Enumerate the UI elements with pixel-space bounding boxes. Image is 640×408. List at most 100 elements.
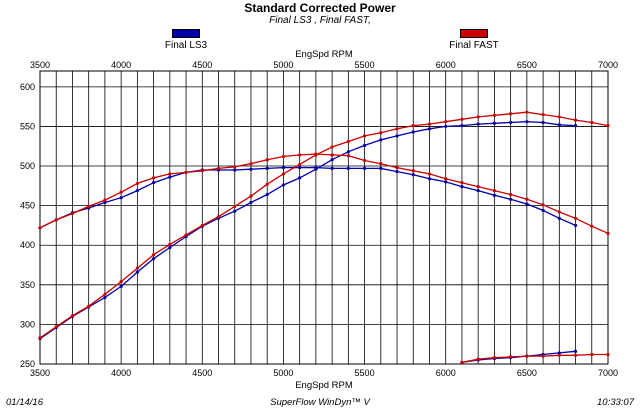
data-point-final-fast — [411, 169, 415, 173]
footer-software: SuperFlow WinDyn™ V — [270, 397, 370, 408]
data-point-final-fast — [38, 226, 42, 230]
data-point-final-fast — [233, 165, 237, 169]
series-line-final-fast — [39, 111, 609, 339]
data-point-final-ls3 — [103, 295, 107, 300]
data-point-final-fast — [395, 166, 399, 170]
data-point-final-fast — [557, 210, 561, 214]
data-point-final-fast — [119, 280, 123, 284]
data-point-final-fast — [509, 112, 513, 116]
data-point-final-fast — [411, 124, 415, 128]
data-point-final-fast — [525, 197, 529, 201]
x-tick-label-bottom: 5000 — [273, 368, 293, 378]
x-tick-label-bottom: 6000 — [436, 368, 456, 378]
data-point-final-ls3 — [298, 176, 302, 180]
data-point-final-fast — [38, 336, 42, 340]
y-tick-label: 400 — [20, 240, 35, 250]
data-point-final-fast — [54, 325, 58, 329]
x-tick-label-bottom: 5500 — [355, 368, 375, 378]
legend-label-final-fast: Final FAST — [449, 40, 499, 51]
data-point-final-ls3 — [281, 183, 286, 187]
x-tick-label-top: 5000 — [273, 60, 293, 70]
legend-label-final-ls3: Final LS3 — [164, 40, 208, 51]
chart-subtitle: Final LS3 , Final FAST, — [269, 15, 371, 26]
data-point-final-fast — [330, 145, 334, 149]
data-point-final-fast — [298, 153, 302, 157]
data-point-final-ls3 — [541, 208, 545, 212]
data-point-final-fast — [590, 120, 594, 125]
x-axis-label-top: EngSpd RPM — [295, 49, 353, 60]
data-point-final-fast — [265, 182, 269, 186]
data-point-final-fast — [379, 131, 383, 135]
data-point-final-fast — [233, 204, 237, 209]
data-point-final-fast — [509, 192, 513, 197]
data-point-final-fast — [541, 112, 545, 117]
data-point-final-fast — [541, 354, 545, 358]
data-point-final-ls3 — [135, 270, 139, 274]
series-line-final-ls3 — [39, 121, 576, 340]
data-point-final-ls3 — [395, 169, 399, 174]
data-point-final-fast — [492, 356, 496, 360]
data-point-final-ls3 — [233, 209, 237, 213]
data-point-final-ls3 — [249, 200, 253, 205]
data-point-final-ls3 — [573, 349, 578, 353]
data-point-final-fast — [249, 194, 253, 198]
data-point-final-fast — [557, 353, 561, 357]
data-point-final-ls3 — [233, 168, 237, 172]
data-point-final-fast — [427, 172, 432, 176]
x-tick-label-bottom: 4500 — [192, 368, 212, 378]
data-point-final-fast — [557, 115, 561, 119]
data-point-final-ls3 — [362, 166, 367, 171]
data-point-final-fast — [606, 231, 610, 235]
data-point-final-ls3 — [476, 122, 480, 126]
data-point-final-fast — [54, 218, 58, 222]
data-point-final-fast — [362, 158, 367, 163]
data-point-final-fast — [135, 266, 139, 270]
data-point-final-fast — [152, 253, 156, 257]
x-tick-label-bottom: 4000 — [111, 368, 131, 378]
x-tick-label-bottom: 3500 — [30, 368, 50, 378]
data-point-final-ls3 — [119, 196, 123, 200]
data-point-final-fast — [103, 198, 107, 202]
data-point-final-fast — [152, 176, 156, 180]
data-point-final-fast — [573, 118, 578, 122]
data-point-final-ls3 — [249, 167, 253, 171]
data-point-final-ls3 — [427, 177, 432, 181]
data-point-final-ls3 — [330, 166, 334, 171]
data-point-final-fast — [460, 360, 464, 365]
data-point-final-fast — [509, 355, 513, 359]
data-point-final-ls3 — [395, 134, 399, 138]
data-point-final-fast — [590, 352, 594, 357]
data-point-final-ls3 — [573, 124, 578, 128]
data-point-final-ls3 — [557, 351, 561, 355]
data-point-final-fast — [281, 154, 286, 159]
data-point-final-fast — [184, 233, 188, 237]
data-point-final-ls3 — [152, 181, 156, 185]
data-point-final-ls3 — [509, 197, 513, 201]
plot-frame — [39, 70, 609, 365]
data-point-final-ls3 — [460, 185, 464, 189]
data-point-final-fast — [492, 188, 496, 193]
data-point-final-ls3 — [265, 166, 269, 171]
data-point-final-fast — [119, 190, 123, 194]
data-point-final-fast — [460, 181, 464, 185]
data-point-final-ls3 — [411, 173, 415, 177]
data-point-final-fast — [314, 153, 318, 157]
data-point-final-fast — [249, 162, 253, 166]
data-point-final-ls3 — [330, 158, 334, 162]
data-point-final-fast — [476, 357, 480, 361]
data-point-final-fast — [476, 115, 480, 119]
data-point-final-fast — [444, 177, 448, 181]
data-point-final-ls3 — [525, 120, 529, 124]
data-point-final-ls3 — [119, 284, 123, 288]
data-point-final-ls3 — [346, 166, 350, 171]
y-tick-label: 350 — [20, 280, 35, 290]
data-point-final-fast — [395, 127, 399, 131]
data-point-final-fast — [427, 122, 432, 126]
data-point-final-fast — [606, 352, 610, 357]
x-tick-label-top: 4000 — [111, 60, 131, 70]
data-point-final-fast — [168, 172, 172, 176]
data-point-final-fast — [330, 153, 334, 157]
data-point-final-ls3 — [379, 138, 383, 142]
data-point-final-ls3 — [444, 180, 448, 184]
